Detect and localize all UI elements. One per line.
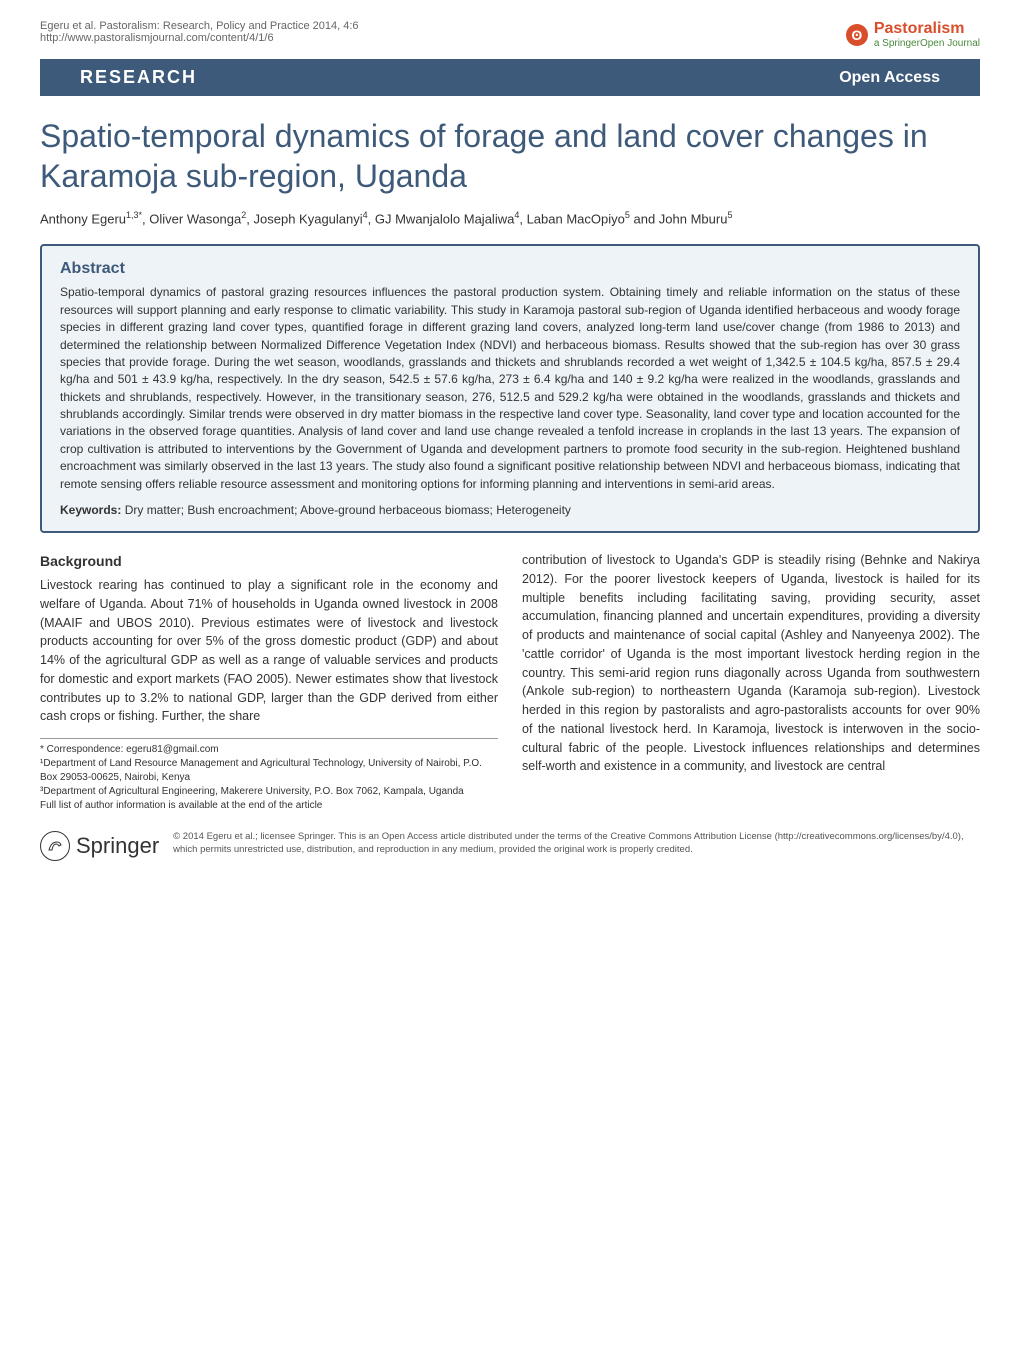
body-paragraph-right: contribution of livestock to Uganda's GD… xyxy=(522,551,980,776)
authors-line: Anthony Egeru1,3*, Oliver Wasonga2, Jose… xyxy=(0,206,1020,244)
citation-line-1: Egeru et al. Pastoralism: Research, Poli… xyxy=(40,20,846,32)
citation-block: Egeru et al. Pastoralism: Research, Poli… xyxy=(40,20,846,44)
citation-line-2: http://www.pastoralismjournal.com/conten… xyxy=(40,32,846,44)
page-footer: Springer © 2014 Egeru et al.; licensee S… xyxy=(0,823,1020,881)
springer-name: Springer xyxy=(76,833,159,859)
abstract-text: Spatio-temporal dynamics of pastoral gra… xyxy=(60,284,960,493)
footnote-affiliation-1: ¹Department of Land Resource Management … xyxy=(40,757,498,785)
body-columns: Background Livestock rearing has continu… xyxy=(0,551,1020,823)
footnotes-block: * Correspondence: egeru81@gmail.com ¹Dep… xyxy=(40,738,498,813)
banner-research-label: RESEARCH xyxy=(80,67,197,88)
column-left: Background Livestock rearing has continu… xyxy=(40,551,498,813)
section-heading-background: Background xyxy=(40,551,498,572)
abstract-heading: Abstract xyxy=(60,260,960,278)
footnote-affiliation-3: ³Department of Agricultural Engineering,… xyxy=(40,785,498,799)
license-text: © 2014 Egeru et al.; licensee Springer. … xyxy=(173,831,980,857)
article-type-banner: RESEARCH Open Access xyxy=(40,59,980,96)
keywords-label: Keywords: xyxy=(60,503,121,517)
abstract-box: Abstract Spatio-temporal dynamics of pas… xyxy=(40,244,980,533)
springer-icon-svg xyxy=(45,836,65,856)
journal-subtitle: a SpringerOpen Journal xyxy=(874,38,980,49)
springer-logo: Springer xyxy=(40,831,159,861)
journal-logo-block: ʘ Pastoralism a SpringerOpen Journal xyxy=(846,20,980,49)
footnote-correspondence: * Correspondence: egeru81@gmail.com xyxy=(40,743,498,757)
journal-title-wrap: Pastoralism a SpringerOpen Journal xyxy=(874,20,980,49)
page-header: Egeru et al. Pastoralism: Research, Poli… xyxy=(0,0,1020,59)
journal-name: Pastoralism xyxy=(874,20,965,37)
banner-open-access-label: Open Access xyxy=(839,69,940,87)
keywords-values: Dry matter; Bush encroachment; Above-gro… xyxy=(121,503,571,517)
article-title: Spatio-temporal dynamics of forage and l… xyxy=(0,96,1020,206)
journal-logo-icon: ʘ xyxy=(846,24,868,46)
column-right: contribution of livestock to Uganda's GD… xyxy=(522,551,980,813)
footnote-full-list: Full list of author information is avail… xyxy=(40,799,498,813)
springer-horse-icon xyxy=(40,831,70,861)
body-paragraph-left: Livestock rearing has continued to play … xyxy=(40,576,498,726)
keywords-line: Keywords: Dry matter; Bush encroachment;… xyxy=(60,503,960,517)
